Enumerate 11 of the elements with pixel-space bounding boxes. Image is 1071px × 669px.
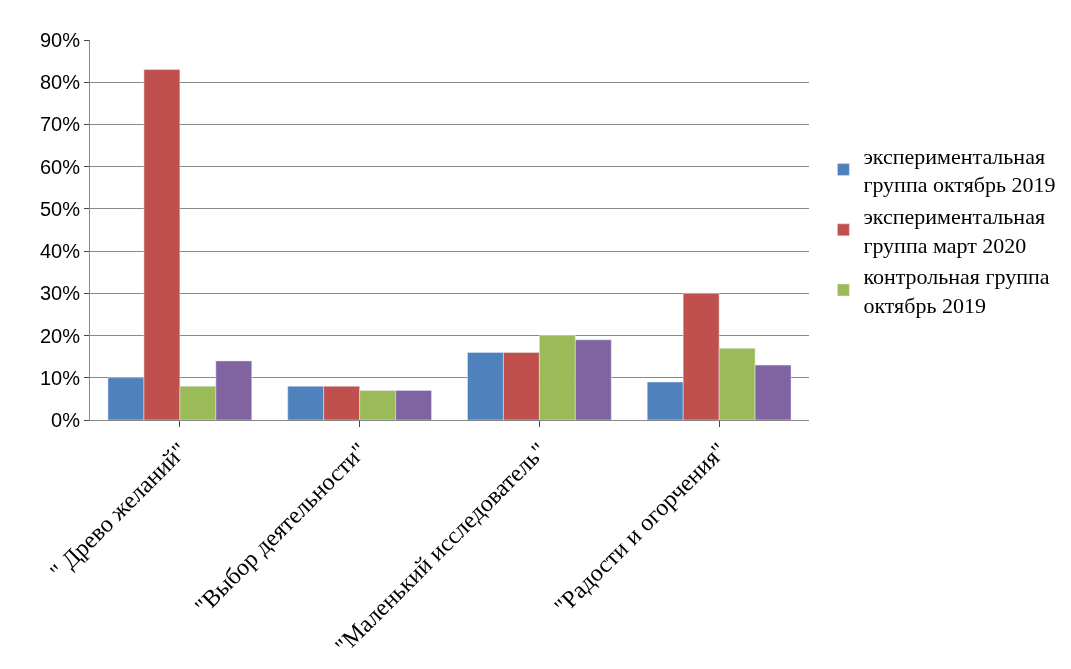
y-tick-label: 70%: [39, 113, 81, 136]
y-tick-label: 90%: [39, 29, 81, 51]
y-tick-label: 60%: [39, 155, 81, 178]
y-tick-label: 20%: [39, 324, 81, 347]
y-tick-label: 10%: [39, 366, 81, 389]
y-tick-label: 40%: [39, 240, 81, 263]
legend-label: контрольная группа октябрь 2019: [863, 264, 1050, 318]
y-tick-label: 50%: [39, 197, 81, 220]
y-tick-label: 80%: [39, 71, 81, 94]
y-tick-label: 0%: [51, 409, 81, 431]
y-tick-label: 30%: [39, 282, 81, 305]
